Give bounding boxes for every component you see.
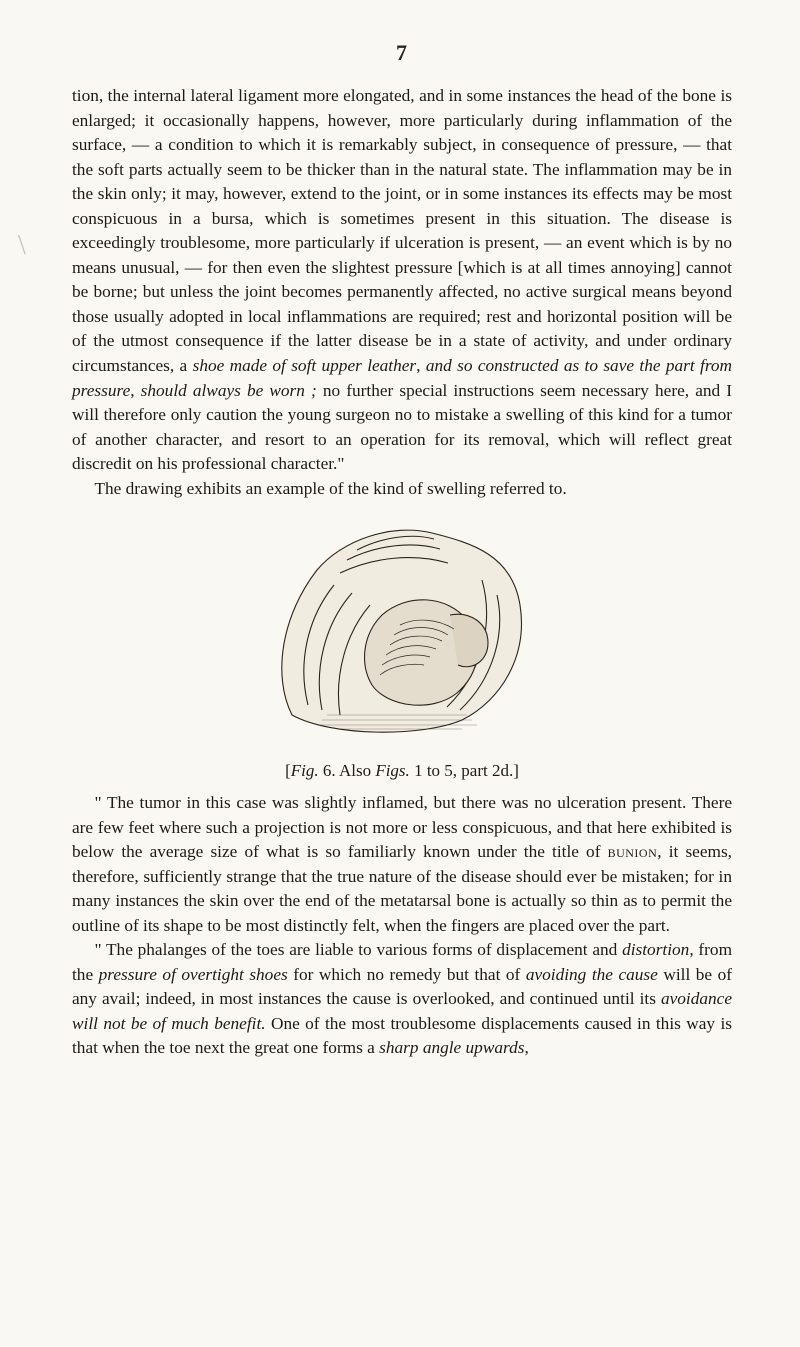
- p1-italic-3: should always be worn ;: [141, 381, 317, 400]
- paragraph-3: " The tumor in this case was slightly in…: [72, 791, 732, 938]
- p3-smallcaps-bunion: bunion: [608, 842, 658, 861]
- paragraph-2: The drawing exhibits an example of the k…: [72, 477, 732, 502]
- figure-caption: [Fig. 6. Also Figs. 1 to 5, part 2d.]: [72, 759, 732, 783]
- caption-b: 6. Also: [319, 761, 376, 780]
- p4-i1: distortion: [622, 940, 689, 959]
- p1-italic-1: shoe made of soft upper leather: [193, 356, 417, 375]
- page: \ 7 tion, the internal lateral ligament …: [0, 0, 800, 1347]
- body-text: tion, the internal lateral ligament more…: [72, 84, 732, 1061]
- p4-i5: sharp angle upwards: [379, 1038, 524, 1057]
- p4-i3: avoiding the cause: [526, 965, 658, 984]
- p4-a: " The phalanges of the toes are liable t…: [94, 940, 622, 959]
- caption-fig: Fig.: [291, 761, 319, 780]
- p4-f: ,: [524, 1038, 528, 1057]
- page-number: 7: [72, 40, 732, 66]
- figure: [72, 515, 732, 753]
- p4-i2: pressure of overtight shoes: [99, 965, 288, 984]
- p4-c: for which no remedy but that of: [288, 965, 526, 984]
- p1-text-b: ,: [416, 356, 426, 375]
- page-artifact: \: [18, 230, 26, 262]
- p1-text-c: ,: [130, 381, 140, 400]
- bunion-engraving: [262, 515, 542, 745]
- paragraph-1: tion, the internal lateral ligament more…: [72, 84, 732, 477]
- caption-c: 1 to 5, part 2d.]: [410, 761, 519, 780]
- paragraph-4: " The phalanges of the toes are liable t…: [72, 938, 732, 1061]
- p1-text: tion, the internal lateral ligament more…: [72, 86, 732, 375]
- caption-figs: Figs.: [375, 761, 409, 780]
